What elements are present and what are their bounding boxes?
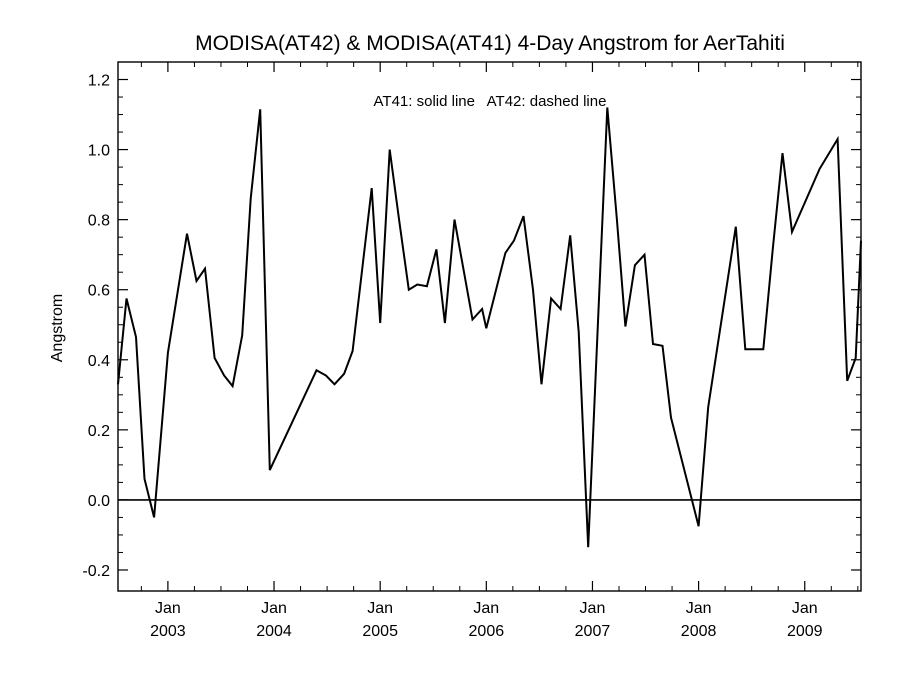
axes-group: -0.2 0.0 0.2 0.4 0.6 0.8 1.0 1.2 Jan 2003 Jan 2004 J…: [82, 62, 861, 640]
y-tick-label: 0.8: [88, 213, 110, 230]
x-tick-month-label: Jan: [367, 600, 393, 617]
x-tick-year-label: 2007: [575, 623, 611, 640]
chart-title: MODISA(AT42) & MODISA(AT41) 4-Day Angstr…: [195, 32, 785, 55]
x-tick-year-label: 2005: [362, 623, 398, 640]
y-axis-label: Angstrom: [49, 294, 66, 362]
x-tick-month-label: Jan: [473, 600, 499, 617]
y-tick-label: 0.0: [88, 493, 110, 510]
x-tick-month-label: Jan: [261, 600, 287, 617]
x-tick-month-label: Jan: [686, 600, 712, 617]
y-tick-label: 0.4: [88, 353, 110, 370]
y-tick-label: -0.2: [82, 563, 110, 580]
x-tick-month-label: Jan: [792, 600, 818, 617]
series-group: [117, 107, 862, 548]
series-line-at41: [117, 107, 862, 548]
x-tick-month-label: Jan: [580, 600, 606, 617]
chart-annotation: AT41: solid line AT42: dashed line: [374, 93, 607, 110]
x-tick-year-label: 2006: [469, 623, 505, 640]
y-tick-label: 0.6: [88, 283, 110, 300]
plot-frame: [117, 61, 862, 592]
x-tick-year-label: 2004: [256, 623, 292, 640]
x-tick-year-label: 2003: [150, 623, 186, 640]
y-tick-label: 1.2: [88, 73, 110, 90]
y-tick-label: 0.2: [88, 423, 110, 440]
x-tick-year-label: 2009: [787, 623, 823, 640]
x-tick-month-label: Jan: [155, 600, 181, 617]
y-tick-label: 1.0: [88, 143, 110, 160]
x-tick-year-label: 2008: [681, 623, 717, 640]
